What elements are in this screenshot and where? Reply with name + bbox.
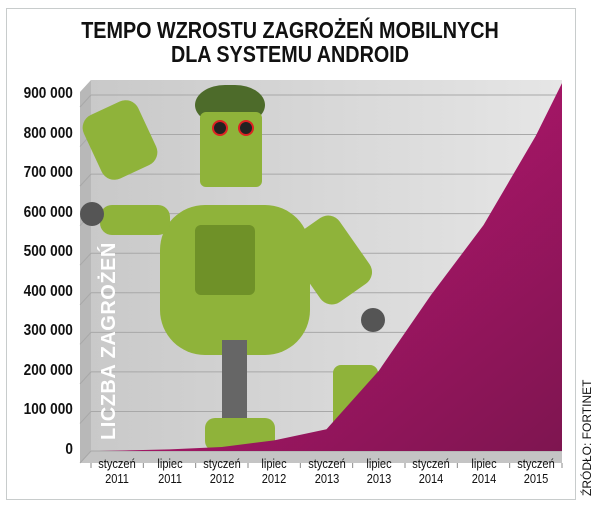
y-tick-label: 700 000 [23,164,73,182]
y-tick-label: 0 [65,441,73,458]
robot-upper-arm [100,205,170,235]
series-area [99,83,562,451]
plot-floor [80,451,562,463]
x-tick-month: lipiec [261,456,287,471]
x-tick-month: styczeń [98,456,136,471]
x-tick-label: lipiec 2012 [252,456,296,486]
gridline-side [79,94,92,108]
gridline-side [79,292,92,306]
x-tick-year: 2015 [523,471,549,486]
x-tick-label: styczeń 2015 [514,456,558,486]
robot-chest-plate [195,225,255,295]
x-tick-label: lipiec 2013 [357,456,401,486]
x-tick-month: styczeń [203,456,241,471]
robot-right-arm [287,215,373,305]
robot-eye [238,120,254,136]
y-tick-label: 300 000 [23,322,73,340]
robot-right-elbow [361,308,385,332]
x-tick-year: 2011 [157,471,182,486]
y-tick-label: 400 000 [23,282,73,300]
robot-eye [212,120,228,136]
robot-spine [222,340,247,420]
y-tick-label: 500 000 [23,243,73,261]
y-tick-label: 600 000 [23,203,73,221]
x-tick-year: 2012 [209,471,235,486]
x-tick-month: styczeń [412,456,450,471]
x-tick-month: lipiec [366,456,392,471]
gridline-side [79,252,92,266]
x-tick-year: 2014 [418,471,444,486]
chart-frame [6,8,576,500]
x-tick-label: lipiec 2014 [461,456,505,486]
x-tick-label: lipiec 2011 [147,456,191,486]
y-tick-label: 900 000 [23,85,73,102]
gridline-side [79,331,92,345]
y-axis-label: LICZBA ZAGROŻEŃ [98,242,120,440]
x-tick-month: styczeń [307,456,346,471]
x-tick-year: 2012 [261,471,287,486]
x-tick-month: lipiec [156,456,183,471]
x-tick-label: styczeń 2014 [409,456,453,486]
x-tick-year: 2011 [105,471,130,486]
x-tick-label: styczeń 2011 [95,456,139,486]
y-tick-label: 200 000 [23,361,73,379]
plot-side-wall [80,80,91,463]
x-tick-month: lipiec [470,456,497,471]
y-tick-label: 100 000 [23,401,73,419]
title-line-1: TEMPO WZROSTU ZAGROŻEŃ MOBILNYCH [81,17,499,43]
title-line-2: DLA SYSTEMU ANDROID [170,41,410,67]
chart-title: TEMPO WZROSTU ZAGROŻEŃ MOBILNYCH DLA SYS… [41,18,540,66]
robot-head [200,112,262,187]
source-note: ŹRÓDŁO: FORTINET [580,379,594,496]
gridline-side [79,450,92,464]
x-tick-label: styczeń 2013 [304,456,348,486]
x-tick-month: styczeń [517,456,555,471]
gridline-side [79,173,92,187]
x-tick-year: 2013 [366,471,392,486]
x-tick-year: 2014 [471,471,496,486]
y-tick-label: 800 000 [23,124,73,142]
x-tick-label: styczeń 2012 [200,456,244,486]
gridline-side [79,411,92,424]
x-tick-year: 2013 [314,471,339,486]
robot-elbow [80,202,104,226]
robot-forearm [82,100,158,180]
gridline-side [79,371,92,385]
